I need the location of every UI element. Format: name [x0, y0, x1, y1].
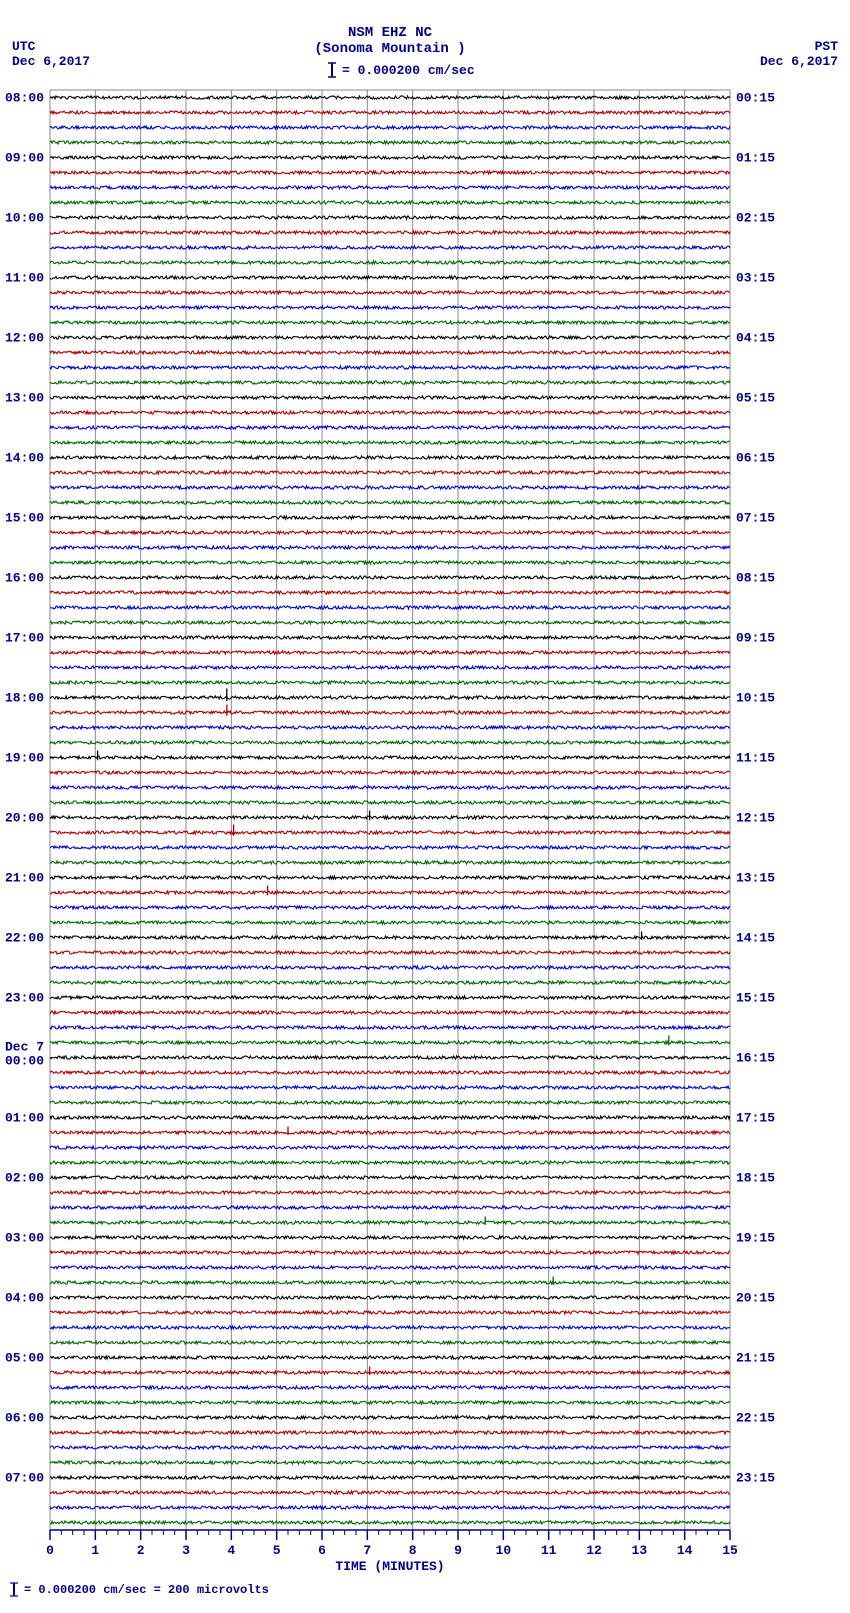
svg-text:19:15: 19:15 — [736, 1231, 775, 1246]
svg-text:01:00: 01:00 — [5, 1111, 44, 1126]
svg-text:1: 1 — [91, 1543, 99, 1558]
svg-text:3: 3 — [182, 1543, 190, 1558]
svg-text:06:15: 06:15 — [736, 451, 775, 466]
svg-text:12:00: 12:00 — [5, 331, 44, 346]
svg-text:15:15: 15:15 — [736, 991, 775, 1006]
svg-text:05:00: 05:00 — [5, 1351, 44, 1366]
svg-text:19:00: 19:00 — [5, 751, 44, 766]
svg-text:07:15: 07:15 — [736, 511, 775, 526]
svg-text:02:00: 02:00 — [5, 1171, 44, 1186]
svg-text:11:15: 11:15 — [736, 751, 775, 766]
svg-text:03:15: 03:15 — [736, 271, 775, 286]
svg-text:08:00: 08:00 — [5, 91, 44, 106]
svg-text:01:15: 01:15 — [736, 151, 775, 166]
svg-text:(Sonoma Mountain ): (Sonoma Mountain ) — [314, 41, 465, 57]
svg-text:18:15: 18:15 — [736, 1171, 775, 1186]
svg-text:12: 12 — [586, 1543, 602, 1558]
svg-text:PST: PST — [815, 39, 839, 54]
svg-text:04:15: 04:15 — [736, 331, 775, 346]
svg-text:13: 13 — [632, 1543, 648, 1558]
svg-text:02:15: 02:15 — [736, 211, 775, 226]
svg-text:TIME (MINUTES): TIME (MINUTES) — [335, 1559, 444, 1574]
svg-text:Dec 6,2017: Dec 6,2017 — [760, 54, 838, 69]
svg-text:03:00: 03:00 — [5, 1231, 44, 1246]
svg-text:21:15: 21:15 — [736, 1351, 775, 1366]
svg-text:7: 7 — [363, 1543, 371, 1558]
svg-text:23:00: 23:00 — [5, 991, 44, 1006]
svg-text:05:15: 05:15 — [736, 391, 775, 406]
seismogram-container: NSM EHZ NC(Sonoma Mountain ) = 0.000200 c… — [0, 0, 850, 1613]
svg-text:10: 10 — [496, 1543, 512, 1558]
svg-text:8: 8 — [409, 1543, 417, 1558]
svg-text:16:00: 16:00 — [5, 571, 44, 586]
svg-text:00:15: 00:15 — [736, 91, 775, 106]
svg-text:17:00: 17:00 — [5, 631, 44, 646]
svg-text:20:00: 20:00 — [5, 811, 44, 826]
svg-text:21:00: 21:00 — [5, 871, 44, 886]
svg-text:11: 11 — [541, 1543, 557, 1558]
svg-text:Dec 7: Dec 7 — [5, 1040, 44, 1055]
svg-text:10:15: 10:15 — [736, 691, 775, 706]
svg-text:15:00: 15:00 — [5, 511, 44, 526]
svg-text:07:00: 07:00 — [5, 1471, 44, 1486]
svg-text:20:15: 20:15 — [736, 1291, 775, 1306]
svg-text:NSM EHZ NC: NSM EHZ NC — [348, 25, 433, 41]
svg-text:15: 15 — [722, 1543, 738, 1558]
svg-text:09:00: 09:00 — [5, 151, 44, 166]
svg-text:6: 6 — [318, 1543, 326, 1558]
svg-text:Dec 6,2017: Dec 6,2017 — [12, 54, 90, 69]
svg-text:12:15: 12:15 — [736, 811, 775, 826]
svg-text:04:00: 04:00 — [5, 1291, 44, 1306]
svg-text:13:00: 13:00 — [5, 391, 44, 406]
svg-text:00:00: 00:00 — [5, 1054, 44, 1069]
svg-text:16:15: 16:15 — [736, 1051, 775, 1066]
svg-text:18:00: 18:00 — [5, 691, 44, 706]
svg-text:= 0.000200 cm/sec: = 0.000200 cm/sec — [342, 63, 475, 78]
seismogram-svg: NSM EHZ NC(Sonoma Mountain ) = 0.000200 c… — [0, 0, 850, 1613]
svg-text:2: 2 — [137, 1543, 145, 1558]
svg-text:23:15: 23:15 — [736, 1471, 775, 1486]
svg-text:4: 4 — [227, 1543, 235, 1558]
svg-text:09:15: 09:15 — [736, 631, 775, 646]
svg-text:22:15: 22:15 — [736, 1411, 775, 1426]
svg-text:9: 9 — [454, 1543, 462, 1558]
svg-text:08:15: 08:15 — [736, 571, 775, 586]
svg-text:14: 14 — [677, 1543, 693, 1558]
svg-text:11:00: 11:00 — [5, 271, 44, 286]
svg-text:= 0.000200 cm/sec = 200 mic: = 0.000200 cm/sec = 200 microvolts — [24, 1583, 269, 1597]
svg-text:22:00: 22:00 — [5, 931, 44, 946]
svg-text:17:15: 17:15 — [736, 1111, 775, 1126]
svg-text:14:15: 14:15 — [736, 931, 775, 946]
svg-text:5: 5 — [273, 1543, 281, 1558]
svg-text:10:00: 10:00 — [5, 211, 44, 226]
svg-text:0: 0 — [46, 1543, 54, 1558]
svg-text:06:00: 06:00 — [5, 1411, 44, 1426]
svg-text:UTC: UTC — [12, 39, 36, 54]
svg-text:13:15: 13:15 — [736, 871, 775, 886]
svg-text:14:00: 14:00 — [5, 451, 44, 466]
